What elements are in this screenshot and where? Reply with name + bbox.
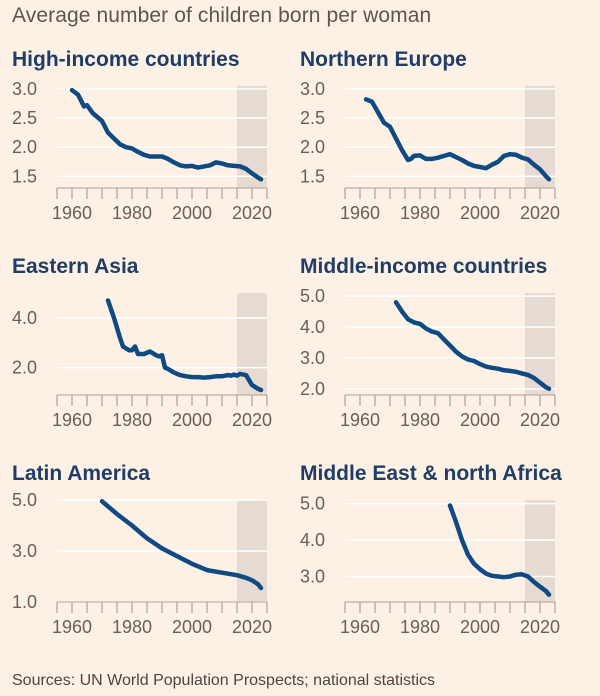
x-tick-label: 2020 xyxy=(520,410,560,430)
x-tick-label: 1980 xyxy=(112,203,152,223)
y-tick-label: 5.0 xyxy=(300,494,325,514)
chart-northern-europe: 3.0 2.5 2.0 1.5 1960 1980 2000 2020 xyxy=(300,79,560,223)
y-tick-label: 5.0 xyxy=(300,286,325,306)
chart-latin-america: 5.0 3.0 1.0 1960 1980 2000 2020 xyxy=(12,490,272,637)
y-tick-label: 2.0 xyxy=(12,137,37,157)
page-title: Average number of children born per woma… xyxy=(12,4,432,27)
chart-high-income-countries: 3.0 2.5 2.0 1.5 1960 1980 2000 2020 xyxy=(12,79,272,223)
series-line xyxy=(393,300,552,392)
y-tick-label: 3.0 xyxy=(12,541,37,561)
y-tick-label: 5.0 xyxy=(12,490,37,510)
panel-title: High-income countries xyxy=(12,48,240,71)
panel-title: Northern Europe xyxy=(300,48,467,71)
y-tick-label: 2.5 xyxy=(300,108,325,128)
y-tick-label: 3.0 xyxy=(300,348,325,368)
chart-middle-east-north-africa: 5.0 4.0 3.0 1960 1980 2000 2020 xyxy=(300,494,560,637)
y-tick-label: 4.0 xyxy=(300,317,325,337)
x-tick-label: 2020 xyxy=(520,617,560,637)
x-tick-label: 2000 xyxy=(172,617,212,637)
panel-title: Middle-income countries xyxy=(300,255,548,278)
x-tick-label: 2000 xyxy=(172,410,212,430)
x-tick-label: 1960 xyxy=(52,617,92,637)
series-line xyxy=(105,298,264,393)
series-line xyxy=(69,87,264,182)
y-tick-label: 3.0 xyxy=(300,79,325,99)
chart-middle-income-countries: 5.0 4.0 3.0 2.0 1960 1980 2000 2020 xyxy=(300,286,560,430)
y-tick-label: 2.5 xyxy=(12,108,37,128)
y-tick-label: 3.0 xyxy=(12,79,37,99)
panel-title: Latin America xyxy=(12,462,151,485)
x-tick-label: 1960 xyxy=(340,617,380,637)
series-line xyxy=(99,499,264,591)
x-tick-label: 1960 xyxy=(340,203,380,223)
x-tick-label: 2000 xyxy=(172,203,212,223)
x-tick-label: 1980 xyxy=(112,410,152,430)
y-tick-label: 1.0 xyxy=(12,592,37,612)
x-tick-label: 1960 xyxy=(52,203,92,223)
y-tick-label: 1.5 xyxy=(300,166,325,186)
x-tick-label: 2020 xyxy=(232,617,272,637)
x-tick-label: 2020 xyxy=(232,410,272,430)
x-tick-label: 1980 xyxy=(400,617,440,637)
x-tick-label: 2000 xyxy=(460,203,500,223)
y-tick-label: 2.0 xyxy=(300,379,325,399)
x-tick-label: 2020 xyxy=(232,203,272,223)
x-tick-label: 1980 xyxy=(400,410,440,430)
forecast-shade xyxy=(525,293,555,395)
series-line xyxy=(363,97,552,182)
panel-title: Middle East & north Africa xyxy=(300,462,562,485)
forecast-shade xyxy=(237,293,267,395)
y-tick-label: 2.0 xyxy=(12,358,37,378)
source-note: Sources: UN World Population Prospects; … xyxy=(12,672,436,689)
y-tick-label: 4.0 xyxy=(12,308,37,328)
series-line xyxy=(447,503,552,597)
x-tick-label: 2000 xyxy=(460,617,500,637)
y-tick-label: 4.0 xyxy=(300,530,325,550)
y-tick-label: 3.0 xyxy=(300,567,325,587)
x-tick-label: 1960 xyxy=(340,410,380,430)
panel-title: Eastern Asia xyxy=(12,255,139,278)
x-tick-label: 2020 xyxy=(520,203,560,223)
chart-eastern-asia: 4.0 2.0 1960 1980 2000 2020 xyxy=(12,293,272,430)
x-tick-label: 1980 xyxy=(400,203,440,223)
x-tick-label: 1980 xyxy=(112,617,152,637)
x-tick-label: 1960 xyxy=(52,410,92,430)
x-tick-label: 2000 xyxy=(460,410,500,430)
y-tick-label: 1.5 xyxy=(12,166,37,186)
y-tick-label: 2.0 xyxy=(300,137,325,157)
